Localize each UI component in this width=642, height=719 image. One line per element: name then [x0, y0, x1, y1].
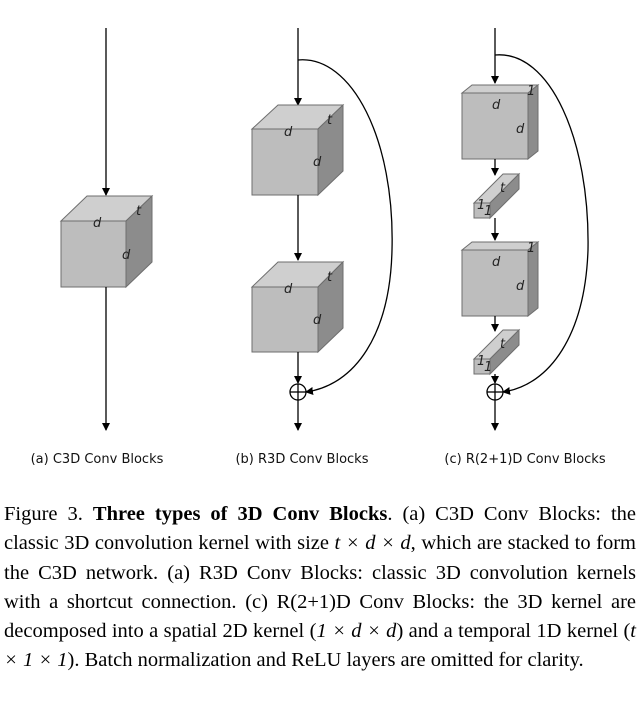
- c3d-kernel-cube: d d t: [59, 194, 154, 289]
- diagram: d d t (a) C3D Conv Blocks d d t d d t: [31, 28, 606, 467]
- r3d-sum-node: [289, 383, 307, 401]
- r3d-kernel-cube-1: d d t: [250, 103, 345, 197]
- cube-label-t: t: [136, 204, 142, 219]
- c3d-block-label: (a) C3D Conv Blocks: [31, 452, 164, 467]
- caption-text: ) and a temporal 1D kernel (: [396, 620, 631, 643]
- r3d-block: d d t d d t (b) R3D Conv Blocks: [235, 28, 393, 467]
- cube-front: [60, 220, 127, 288]
- r3d-kernel-cube-2: d d t: [250, 260, 345, 354]
- cube-label-d: d: [492, 255, 501, 270]
- r21d-temporal-kernel-2: 1 1 t: [472, 328, 521, 376]
- caption-math: t × d × d: [334, 532, 411, 555]
- r21d-spatial-kernel-2: d d 1: [460, 240, 540, 318]
- cube-label-d: d: [516, 279, 525, 294]
- caption-text: . (a) C3D Conv Blocks: the classic 3D co…: [4, 503, 636, 555]
- cube-label-d: d: [284, 125, 293, 140]
- cube-label-d: d: [93, 216, 102, 231]
- cube-label-1: 1: [484, 360, 492, 375]
- c3d-block: d d t (a) C3D Conv Blocks: [31, 28, 164, 467]
- cube-label-1: 1: [527, 241, 535, 256]
- cube-label-d: d: [284, 282, 293, 297]
- cube-label-t: t: [500, 337, 506, 352]
- caption-text: , which are stacked to form the C3D netw…: [4, 532, 636, 643]
- cube-label-t: t: [327, 113, 333, 128]
- caption-math: 1 × d × d: [316, 620, 397, 643]
- cube-label-d: d: [122, 248, 131, 263]
- cube-label-1: 1: [527, 84, 535, 99]
- cube-label-d: d: [492, 98, 501, 113]
- r21d-sum-node: [486, 383, 504, 401]
- cube-front: [473, 358, 491, 375]
- cube-front: [251, 286, 319, 353]
- cube-label-d: d: [516, 122, 525, 137]
- cube-label-t: t: [500, 181, 506, 196]
- cube-front: [473, 202, 491, 219]
- caption-prefix: Figure 3.: [4, 503, 93, 525]
- caption-math: t × 1 × 1: [4, 620, 636, 672]
- r21d-spatial-kernel-1: d d 1: [460, 83, 540, 161]
- r21d-block: d d 1 1 1 t d d 1 1 1 t: [444, 28, 606, 467]
- r3d-shortcut-connection: [297, 59, 393, 395]
- r21d-temporal-kernel-1: 1 1 t: [472, 172, 521, 220]
- cube-front: [251, 128, 319, 196]
- figure-caption: Figure 3. Three types of 3D Conv Blocks.…: [4, 500, 636, 676]
- r21d-block-label: (c) R(2+1)D Conv Blocks: [444, 452, 605, 467]
- cube-label-1: 1: [477, 198, 485, 213]
- cube-label-1: 1: [477, 354, 485, 369]
- caption-title: Three types of 3D Conv Blocks: [92, 503, 388, 525]
- cube-label-t: t: [327, 270, 333, 285]
- cube-label-1: 1: [484, 204, 492, 219]
- cube-label-d: d: [313, 313, 322, 328]
- caption-text: ). Batch normalization and ReLU layers a…: [67, 649, 584, 672]
- r3d-block-label: (b) R3D Conv Blocks: [235, 452, 368, 467]
- cube-front: [461, 92, 529, 160]
- r21d-shortcut-connection: [494, 54, 589, 395]
- cube-label-d: d: [313, 155, 322, 170]
